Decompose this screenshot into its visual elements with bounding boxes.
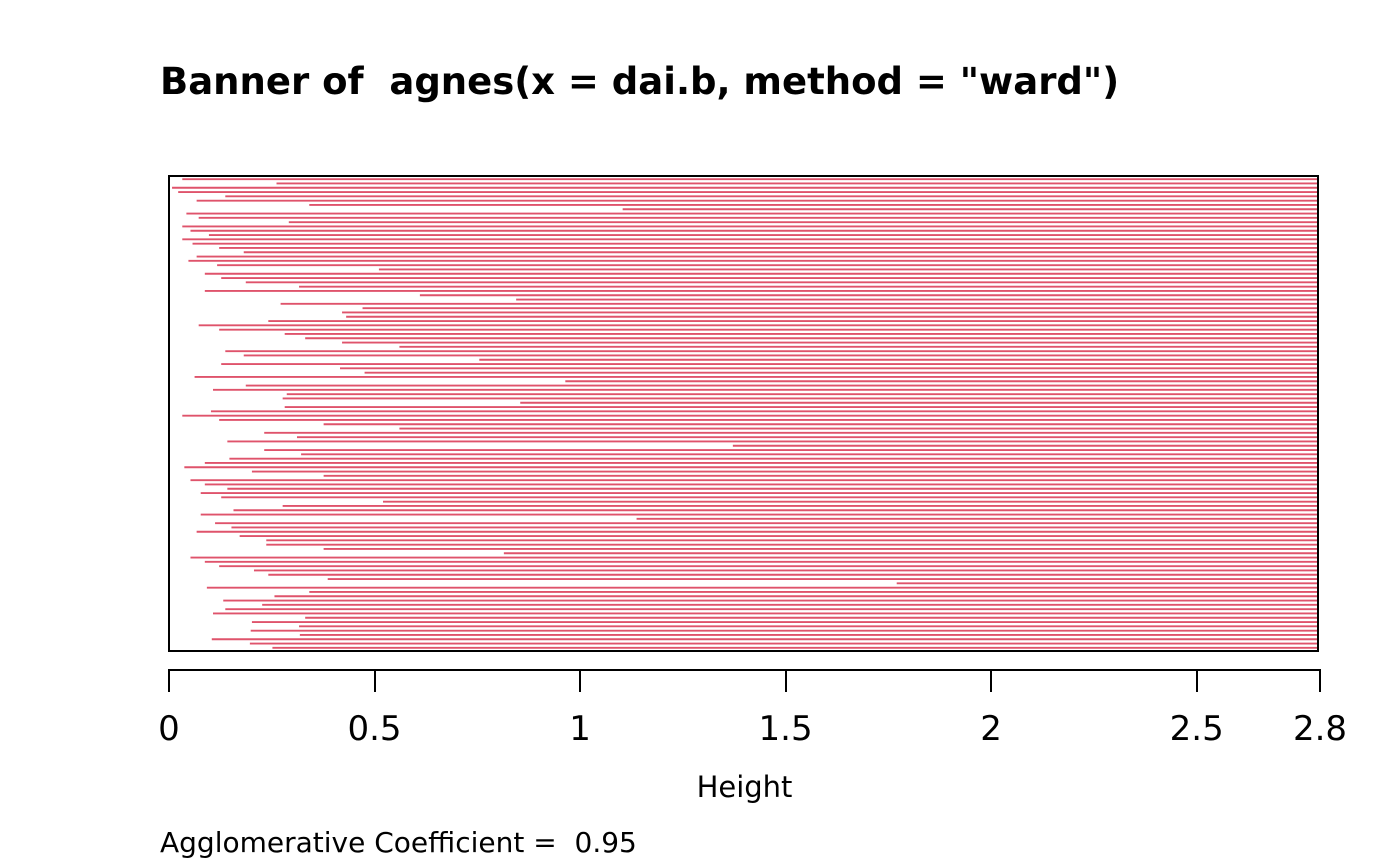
x-tick: [990, 669, 993, 692]
x-tick-label: 2.5: [1169, 709, 1224, 749]
x-tick-label: 0.5: [347, 709, 402, 749]
x-tick-label: 1: [569, 709, 591, 749]
plot-title: Banner of agnes(x = dai.b, method = "war…: [160, 60, 1120, 103]
x-tick: [784, 669, 787, 692]
agglomerative-coefficient-text: Agglomerative Coefficient = 0.95: [160, 826, 637, 859]
banner-lines: [172, 178, 1317, 649]
x-tick-label: 1.5: [758, 709, 813, 749]
x-tick: [579, 669, 582, 692]
x-tick: [168, 669, 170, 692]
x-axis-label: Height: [696, 770, 793, 804]
plot-area: [168, 175, 1319, 652]
x-axis-line: [169, 669, 1320, 671]
x-tick-label: 0: [158, 709, 180, 749]
x-tick: [1319, 669, 1321, 692]
x-tick: [373, 669, 376, 692]
x-tick-label: 2.8: [1292, 709, 1348, 749]
x-tick-label: 2: [980, 709, 1002, 749]
x-tick: [1195, 669, 1198, 692]
